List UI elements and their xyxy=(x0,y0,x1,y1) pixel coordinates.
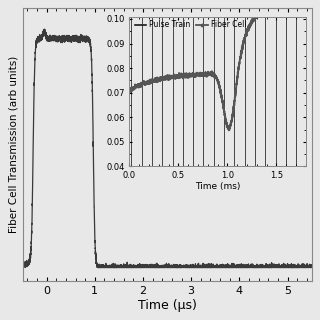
Y-axis label: Fiber Cell Transmission (arb units): Fiber Cell Transmission (arb units) xyxy=(8,56,18,233)
X-axis label: Time (μs): Time (μs) xyxy=(138,299,196,312)
